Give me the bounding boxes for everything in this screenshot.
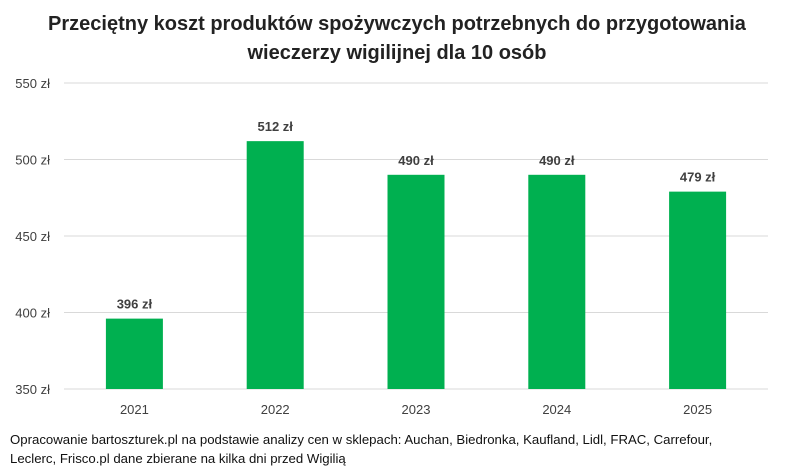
data-label: 396 zł [117,297,153,312]
y-tick-label: 450 zł [15,229,50,244]
data-label: 512 zł [257,119,293,134]
chart-title: Przeciętny koszt produktów spożywczych p… [0,10,794,68]
source-footnote-line-2: Leclerc, Frisco.pl dane zbierane na kilk… [10,451,346,466]
bar [387,174,445,389]
y-tick-label: 350 zł [15,382,50,397]
y-tick-label: 500 zł [15,153,50,168]
bar [528,174,586,389]
bar [105,318,163,389]
x-tick-label: 2025 [683,402,712,417]
x-tick-label: 2022 [261,402,290,417]
x-tick-label: 2021 [120,402,149,417]
data-label: 490 zł [398,153,434,168]
x-tick-label: 2023 [402,402,431,417]
chart-title-line-1: Przeciętny koszt produktów spożywczych p… [48,13,746,35]
y-tick-label: 550 zł [15,76,50,91]
source-footnote: Opracowanie bartoszturek.pl na podstawie… [10,430,785,468]
y-tick-label: 400 zł [15,306,50,321]
x-tick-label: 2024 [542,402,571,417]
bar [246,141,304,389]
bar [669,191,727,389]
source-footnote-line-1: Opracowanie bartoszturek.pl na podstawie… [10,432,713,447]
chart-title-line-2: wieczerzy wigilijnej dla 10 osób [247,42,547,64]
data-label: 479 zł [680,170,716,185]
data-label: 490 zł [539,153,575,168]
